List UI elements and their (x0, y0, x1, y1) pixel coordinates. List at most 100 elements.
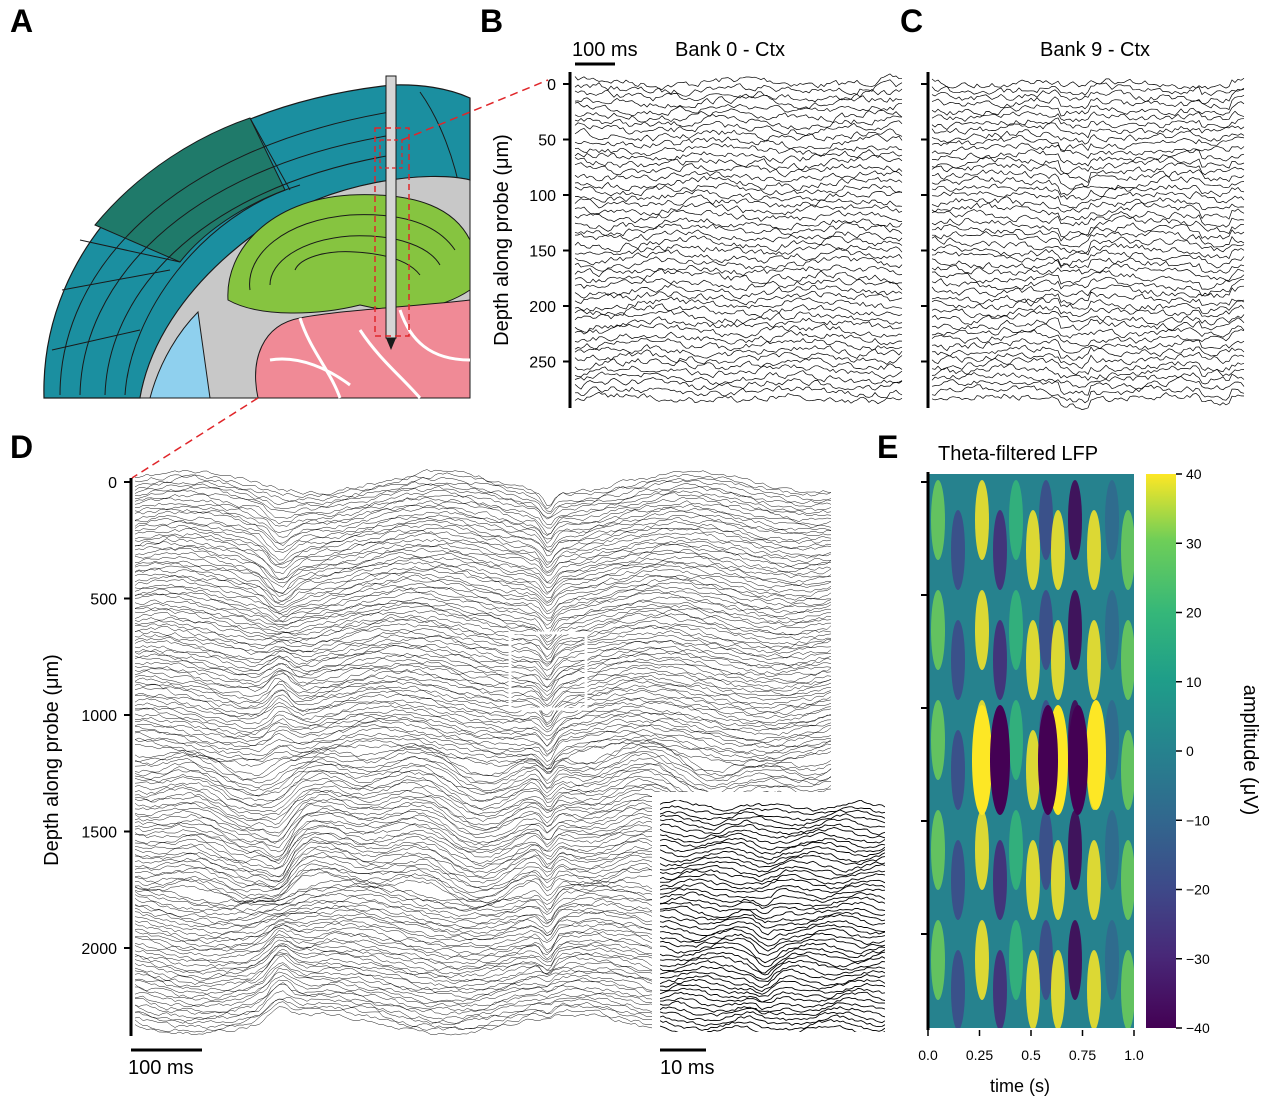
panel-e-colorbar-label: amplitude (μV) (1239, 685, 1261, 815)
lfp-trace (660, 901, 885, 915)
lfp-trace (134, 739, 832, 770)
lfp-trace (660, 1014, 885, 1028)
lfp-trace (931, 351, 1245, 369)
lfp-trace (931, 78, 1245, 90)
lfp-trace (574, 79, 903, 97)
lfp-trace (134, 623, 832, 660)
lfp-trace (574, 357, 903, 371)
lfp-trace (931, 317, 1245, 332)
lfp-trace (574, 344, 903, 359)
lfp-trace (931, 249, 1245, 269)
lfp-trace (574, 194, 903, 209)
lfp-trace (574, 201, 903, 216)
tick-label: 1.0 (1124, 1047, 1144, 1063)
heatmap-band (931, 700, 945, 780)
panel-c-traces (931, 78, 1245, 410)
lfp-trace (931, 169, 1245, 190)
lfp-trace (134, 527, 832, 566)
heatmap-peak (990, 705, 1010, 815)
tick-label: −20 (1186, 882, 1210, 898)
lfp-trace (134, 517, 832, 553)
heatmap-band (951, 840, 965, 920)
heatmap-band (1105, 480, 1119, 560)
probe-span-box (374, 127, 410, 337)
lfp-trace (931, 215, 1245, 238)
tick-label: 0.25 (966, 1047, 993, 1063)
lfp-trace (660, 855, 885, 868)
thalamus-boundaries (269, 309, 471, 399)
lfp-trace (660, 891, 885, 907)
lfp-trace (931, 82, 1245, 96)
lfp-trace (134, 489, 832, 526)
panel-d-ylabel: Depth along probe (μm) (41, 654, 63, 866)
lfp-trace (932, 230, 1245, 248)
lfp-trace (134, 585, 832, 621)
lfp-trace (134, 520, 832, 561)
lfp-trace (660, 987, 885, 1003)
lfp-trace (931, 209, 1245, 228)
heatmap-band (1026, 510, 1040, 590)
heatmap-band (1105, 810, 1119, 890)
lfp-trace (660, 818, 885, 831)
panel-e-heatmap (928, 474, 1134, 1028)
heatmap-band (1105, 920, 1119, 1000)
lfp-trace (660, 809, 885, 822)
lfp-trace (931, 122, 1245, 139)
lfp-trace (931, 222, 1245, 242)
lfp-trace (931, 183, 1245, 201)
lfp-trace (574, 101, 902, 117)
lfp-trace (134, 611, 832, 650)
lfp-trace (931, 142, 1245, 159)
tick-label: −30 (1186, 951, 1210, 967)
heatmap-band (951, 950, 965, 1028)
lfp-trace (134, 523, 832, 564)
lfp-trace (660, 823, 885, 836)
heatmap-band (931, 480, 945, 560)
lfp-trace (931, 202, 1245, 221)
lfp-trace (931, 291, 1245, 306)
panel-d-traces (134, 469, 832, 1036)
lfp-trace (660, 905, 885, 920)
lfp-trace (931, 284, 1245, 298)
lfp-trace (574, 377, 903, 391)
lfp-trace (574, 155, 903, 170)
lfp-trace (135, 660, 832, 696)
lfp-trace (134, 757, 832, 797)
lfp-trace (931, 270, 1245, 290)
tick-label: 0.0 (918, 1047, 938, 1063)
lfp-trace (134, 753, 832, 792)
lfp-trace (574, 127, 903, 142)
lfp-trace (134, 664, 832, 700)
panel-b-traces (574, 73, 903, 405)
lfp-trace (134, 619, 832, 658)
tick-label: 2000 (81, 941, 117, 958)
lfp-trace (574, 189, 902, 203)
lfp-trace (134, 608, 832, 646)
lfp-trace (660, 991, 885, 1004)
lfp-trace (574, 162, 903, 178)
lfp-trace (660, 955, 885, 976)
lfp-trace (931, 384, 1245, 404)
lfp-trace (134, 568, 832, 606)
lfp-trace (134, 582, 832, 619)
lfp-trace (931, 297, 1245, 315)
lfp-trace (134, 742, 832, 781)
lfp-trace (134, 644, 832, 680)
panel-d-ticks: 0 500 1000 1500 2000 (81, 475, 131, 958)
lfp-trace (660, 909, 885, 924)
tick-label: 0.5 (1021, 1047, 1041, 1063)
heatmap-band (975, 590, 989, 670)
lfp-trace (134, 552, 832, 594)
tick-label: 0 (547, 77, 556, 94)
lfp-trace (660, 805, 885, 815)
heatmap-band (1068, 920, 1082, 1000)
lfp-trace (134, 486, 832, 520)
heatmap-band (951, 730, 965, 810)
lfp-trace (134, 541, 832, 580)
lfp-trace (931, 329, 1245, 347)
panel-label-e: E (877, 429, 898, 465)
brain-section-illustration (43, 75, 471, 399)
lfp-trace (660, 878, 885, 890)
lfp-trace (931, 276, 1244, 297)
heatmap-band (975, 480, 989, 560)
